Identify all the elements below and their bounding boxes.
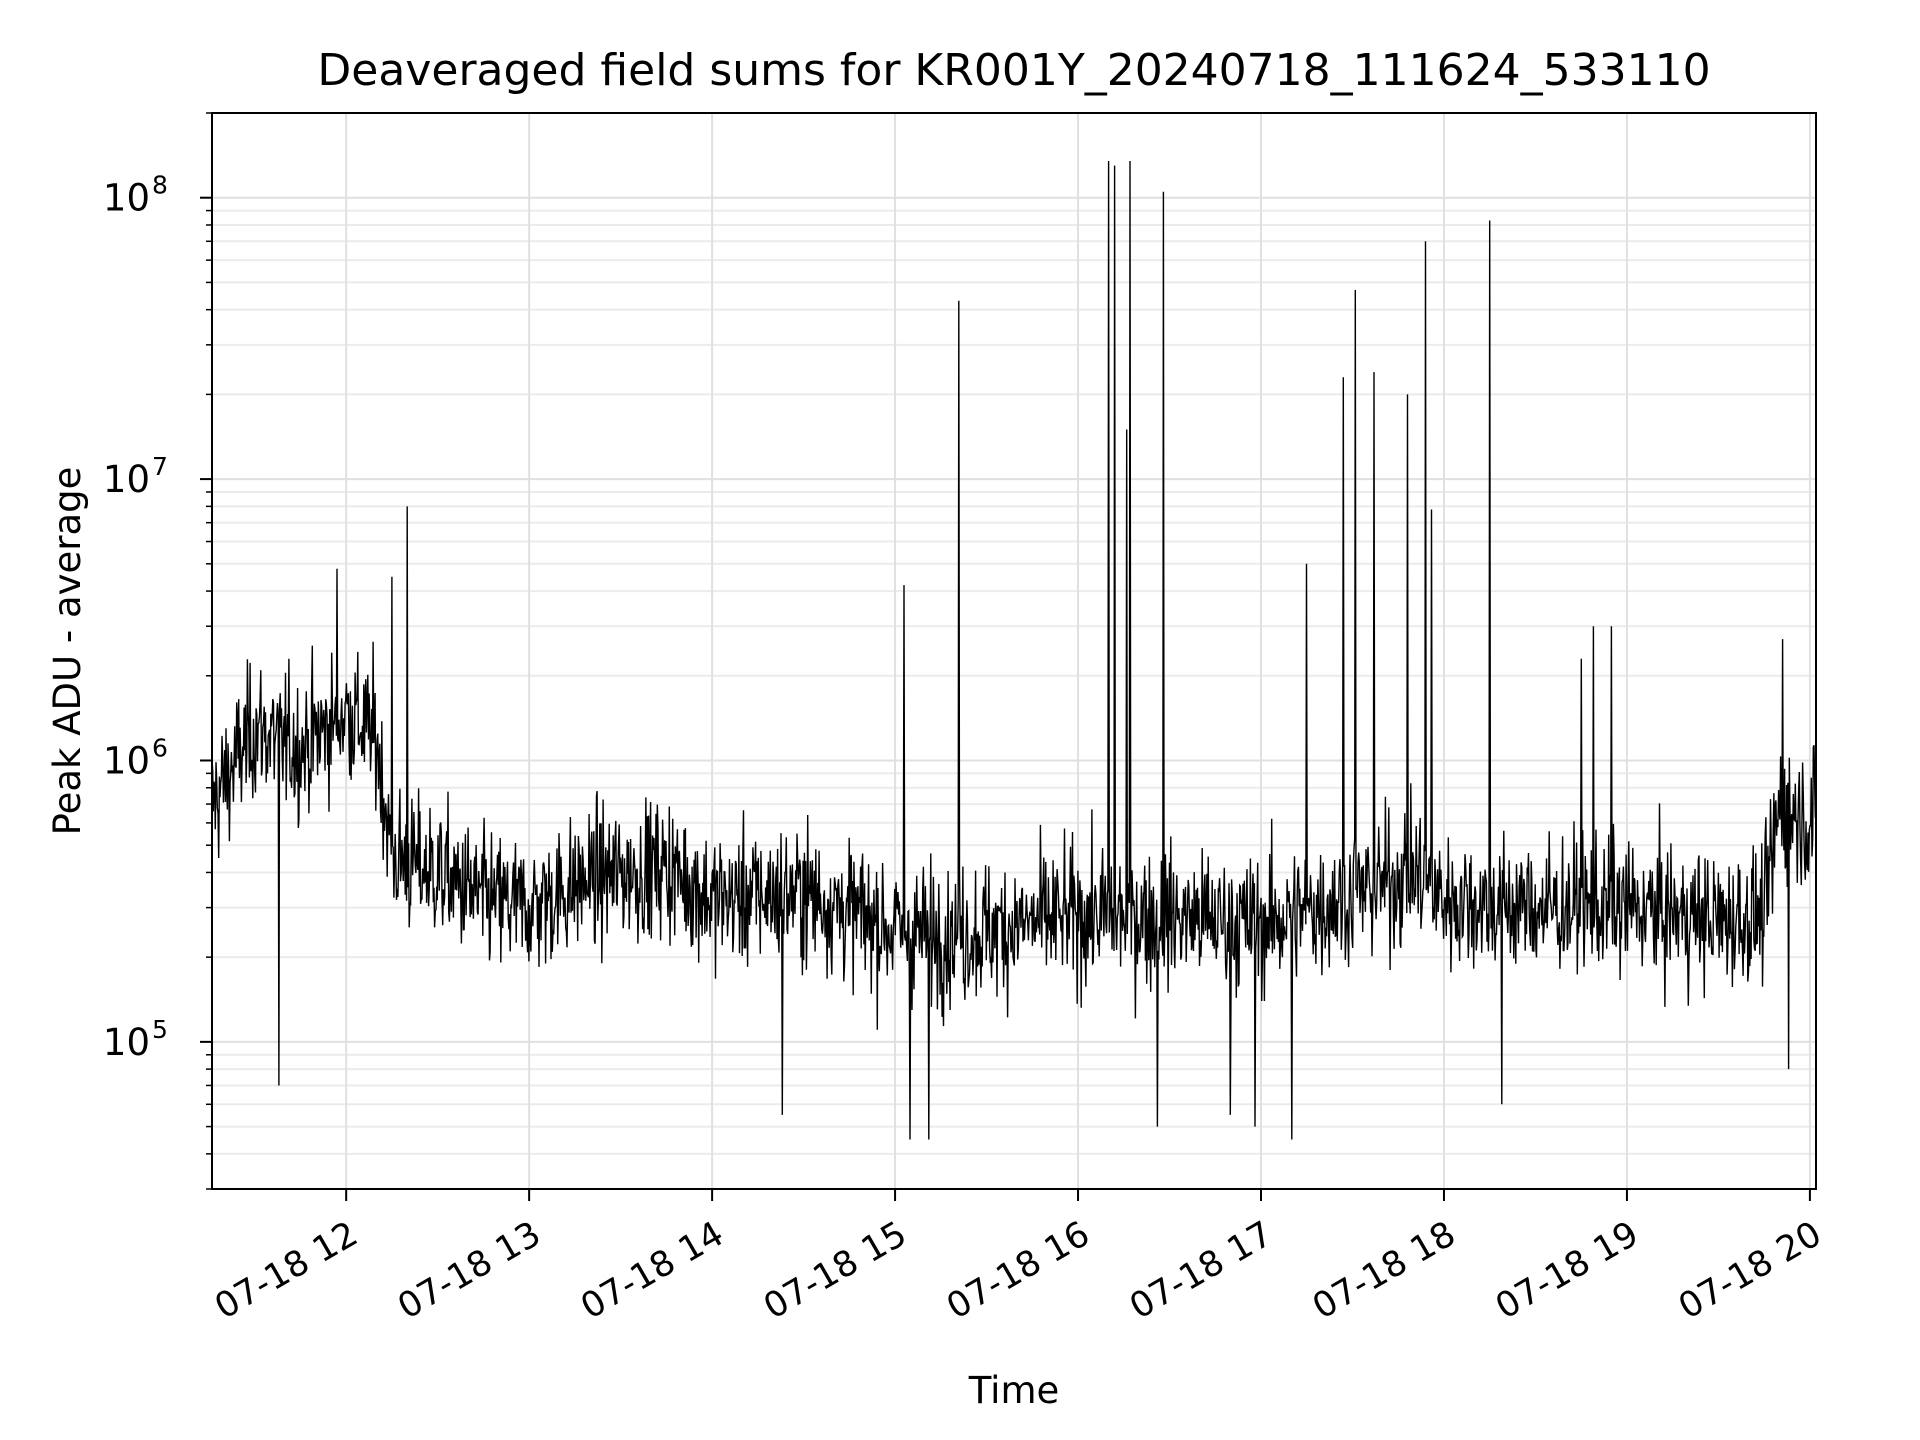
- y-tick-label: 10: [103, 1021, 150, 1064]
- x-axis-label: Time: [968, 1369, 1060, 1412]
- plot-area-frame: [211, 112, 1817, 1190]
- major-gridlines: [212, 113, 1816, 1189]
- series-line: [211, 160, 1817, 1140]
- y-tick-label-exponent: 7: [152, 452, 168, 481]
- y-tick-label-exponent: 6: [152, 733, 168, 762]
- y-tick-label-exponent: 5: [152, 1015, 168, 1044]
- y-tick-label: 10: [103, 177, 150, 220]
- y-tick-label: 10: [103, 458, 150, 501]
- chart-title: Deaveraged field sums for KR001Y_2024071…: [317, 45, 1710, 96]
- y-axis-label: Peak ADU - average: [46, 467, 89, 836]
- y-tick-label-exponent: 8: [152, 171, 168, 200]
- y-tick-label: 10: [103, 739, 150, 782]
- series-layer: [211, 160, 1817, 1140]
